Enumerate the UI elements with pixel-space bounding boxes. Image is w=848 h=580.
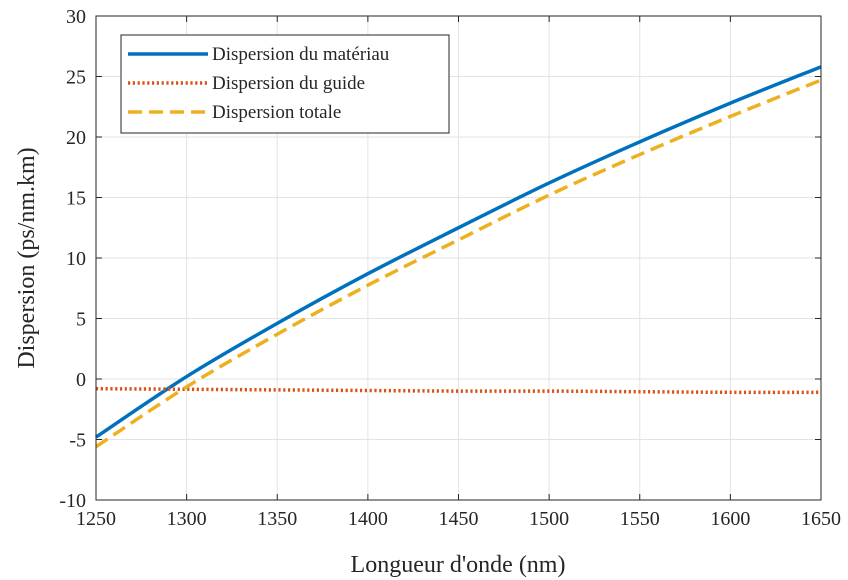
y-tick-label: -5: [69, 430, 86, 452]
y-tick-label: 25: [66, 67, 86, 89]
y-tick-label: 15: [66, 188, 86, 210]
y-tick-label: 5: [76, 309, 86, 331]
x-tick-label: 1300: [167, 508, 207, 530]
y-tick-label: 10: [66, 248, 86, 270]
x-axis-label: Longueur d'onde (nm): [351, 552, 566, 578]
x-tick-label: 1400: [348, 508, 388, 530]
x-tick-label: 1650: [801, 508, 841, 530]
y-axis-label: Dispersion (ps/nm.km): [14, 147, 40, 368]
x-tick-label: 1600: [710, 508, 750, 530]
y-tick-label: 30: [66, 6, 86, 28]
x-tick-label: 1500: [529, 508, 569, 530]
y-tick-label: 0: [76, 369, 86, 391]
legend: Dispersion du matériau Dispersion du guid…: [120, 34, 450, 134]
y-tick-label: 20: [66, 127, 86, 149]
legend-label: Dispersion totale: [212, 102, 341, 123]
legend-label: Dispersion du guide: [212, 73, 365, 94]
x-tick-label: 1250: [76, 508, 116, 530]
series-line-3: [95, 78, 822, 449]
legend-box: [120, 34, 450, 134]
axis-ticks: 1250 1300 1350 1400 1450 1500 1550 1600 1650-10-…: [59, 6, 841, 530]
x-tick-label: 1450: [439, 508, 479, 530]
legend-label: Dispersion du matériau: [212, 44, 390, 65]
y-tick-label: -10: [59, 490, 86, 512]
series-lines: [95, 65, 822, 449]
x-tick-label: 1350: [257, 508, 297, 530]
x-tick-label: 1550: [620, 508, 660, 530]
series-line-1: [95, 65, 822, 439]
